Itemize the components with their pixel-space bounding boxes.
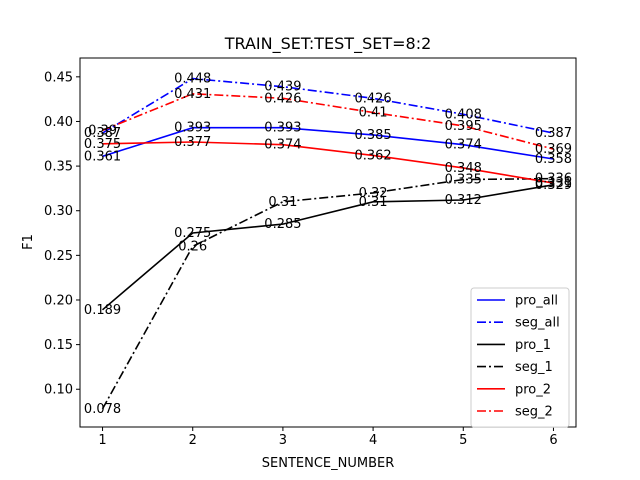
- x-axis-title: SENTENCE_NUMBER: [262, 456, 394, 471]
- y-tick-label: 0.20: [44, 293, 73, 308]
- y-tick-label: 0.15: [44, 338, 73, 353]
- data-label-seg_all-4: 0.426: [354, 91, 391, 106]
- data-label-pro_1-3: 0.285: [264, 217, 301, 232]
- legend-label-seg_2: seg_2: [515, 405, 553, 420]
- data-label-pro_2-5: 0.348: [445, 161, 482, 176]
- data-label-pro_2-1: 0.375: [84, 137, 121, 152]
- chart-title: TRAIN_SET:TEST_SET=8:2: [224, 34, 432, 54]
- legend-label-pro_all: pro_all: [515, 294, 558, 309]
- data-label-seg_2-3: 0.426: [264, 91, 301, 106]
- legend-label-seg_all: seg_all: [515, 316, 560, 331]
- x-tick-label: 6: [549, 433, 557, 448]
- data-label-seg_2-5: 0.395: [445, 119, 482, 134]
- data-label-pro_1-2: 0.275: [174, 226, 211, 241]
- data-label-seg_2-2: 0.431: [174, 87, 211, 102]
- legend-label-seg_1: seg_1: [515, 360, 553, 375]
- legend-label-pro_2: pro_2: [515, 382, 551, 397]
- data-label-seg_1-2: 0.26: [178, 239, 207, 254]
- data-label-pro_2-3: 0.374: [264, 138, 301, 153]
- data-label-seg_1-4: 0.32: [359, 186, 388, 201]
- data-label-pro_all-4: 0.385: [354, 128, 391, 143]
- data-label-pro_1-5: 0.312: [445, 193, 482, 208]
- y-tick-label: 0.45: [44, 70, 73, 85]
- series-line-pro_2: [102, 141, 554, 184]
- data-label-seg_all-6: 0.387: [535, 126, 572, 141]
- y-tick-label: 0.25: [44, 249, 73, 264]
- legend: pro_all seg_all pro_1 seg_1 pro_2 seg_2: [470, 287, 570, 428]
- data-label-seg_1-5: 0.335: [445, 172, 482, 187]
- data-label-pro_all-6: 0.358: [535, 152, 572, 167]
- data-label-seg_1-3: 0.31: [268, 195, 297, 210]
- x-tick-label: 4: [369, 433, 377, 448]
- data-label-pro_1-4: 0.31: [359, 195, 388, 210]
- data-label-seg_2-6: 0.369: [535, 142, 572, 157]
- data-label-seg_all-5: 0.408: [445, 107, 482, 122]
- series-line-seg_2: [102, 92, 554, 150]
- data-label-pro_all-1: 0.361: [84, 149, 121, 164]
- y-tick-label: 0.40: [44, 115, 73, 130]
- data-label-pro_2-2: 0.377: [174, 135, 211, 150]
- data-label-pro_all-3: 0.393: [264, 121, 301, 136]
- data-label-seg_all-2: 0.448: [174, 72, 211, 87]
- data-label-seg_1-1: 0.078: [84, 402, 121, 417]
- x-tick-label: 5: [459, 433, 467, 448]
- data-label-seg_all-1: 0.387: [84, 126, 121, 141]
- series-line-pro_all: [102, 126, 554, 160]
- x-tick-label: 1: [98, 433, 106, 448]
- series-line-pro_1: [101, 184, 554, 311]
- data-label-seg_all-3: 0.439: [264, 80, 301, 95]
- data-label-pro_all-2: 0.393: [174, 121, 211, 136]
- data-label-pro_1-6: 0.329: [535, 178, 572, 193]
- data-label-pro_1-1: 0.189: [84, 303, 121, 318]
- series-line-seg_all: [102, 77, 554, 134]
- data-label-seg_1-6: 0.336: [535, 172, 572, 187]
- y-tick-label: 0.30: [44, 204, 73, 219]
- legend-label-pro_1: pro_1: [515, 338, 551, 353]
- plot-frame: [79, 57, 577, 428]
- y-tick-label: 0.35: [44, 160, 73, 175]
- series-line-seg_1: [101, 177, 554, 410]
- x-tick-label: 2: [189, 433, 197, 448]
- y-axis-title: F1: [21, 234, 36, 250]
- data-label-pro_all-5: 0.374: [445, 138, 482, 153]
- x-tick-label: 3: [279, 433, 287, 448]
- y-tick-label: 0.10: [44, 383, 73, 398]
- data-label-seg_2-1: 0.39: [88, 123, 117, 138]
- data-label-seg_2-4: 0.41: [359, 106, 388, 121]
- data-label-pro_2-4: 0.362: [354, 148, 391, 163]
- data-label-pro_2-6: 0.331: [535, 176, 572, 191]
